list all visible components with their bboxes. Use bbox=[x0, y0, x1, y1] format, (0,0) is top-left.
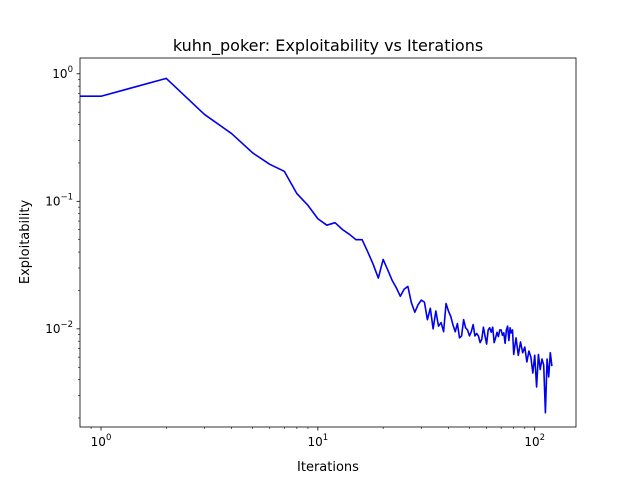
y-tick-label: 10−1 bbox=[45, 192, 73, 208]
plot-area bbox=[79, 57, 577, 428]
y-axis-label: Exploitability bbox=[18, 200, 33, 285]
x-axis-label: Iterations bbox=[297, 460, 359, 475]
y-tick-label: 10−2 bbox=[45, 320, 73, 336]
chart-title: kuhn_poker: Exploitability vs Iterations bbox=[173, 36, 483, 56]
y-tick-label: 100 bbox=[52, 65, 73, 81]
plot-frame bbox=[79, 57, 577, 428]
exploitability-series-line bbox=[80, 77, 553, 414]
x-tick-label: 102 bbox=[524, 433, 545, 449]
x-tick-label: 100 bbox=[91, 433, 112, 449]
x-tick-label: 101 bbox=[308, 433, 329, 449]
x-axis: 100 101 102 bbox=[91, 427, 545, 449]
y-axis: 100 10−1 10−2 bbox=[45, 65, 80, 419]
